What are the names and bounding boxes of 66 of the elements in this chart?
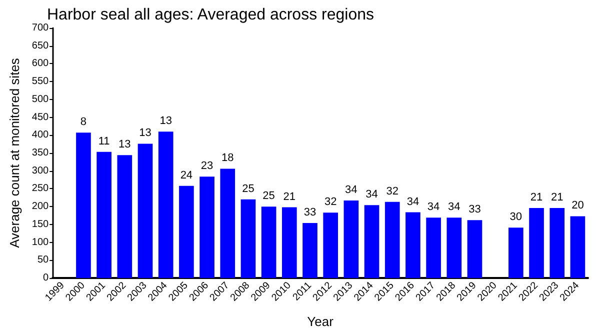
annotation: 13 — [139, 127, 152, 140]
annotation: 34 — [427, 201, 440, 214]
y-tick-label: 600 — [32, 58, 50, 70]
annotation: 33 — [468, 204, 481, 216]
annotation: 18 — [222, 152, 234, 164]
bar — [76, 132, 91, 278]
annotation: 32 — [324, 196, 337, 208]
bar — [96, 152, 112, 278]
annotation: 21 — [283, 190, 296, 203]
y-axis-title: Average count at monitored sites — [7, 58, 22, 248]
bar — [508, 228, 524, 278]
y-tick-label: 300 — [32, 165, 50, 176]
y-tick-label: 100 — [32, 236, 50, 248]
annotation: 34 — [406, 196, 420, 208]
annotation: 13 — [160, 115, 172, 128]
annotation: 23 — [200, 160, 214, 172]
bar — [446, 218, 462, 278]
annotation: 21 — [550, 192, 564, 204]
annotation: 13 — [118, 138, 131, 151]
y-tick-label: 700 — [32, 22, 50, 34]
bar — [426, 218, 441, 278]
bar — [467, 220, 482, 278]
bar — [406, 212, 420, 278]
bar — [529, 208, 544, 278]
bar — [344, 200, 359, 278]
chart-title: Harbor seal all ages: Averaged across regions — [47, 6, 374, 24]
annotation: 30 — [510, 211, 522, 224]
x-axis-title: Year — [307, 314, 334, 329]
annotation: 24 — [180, 169, 193, 182]
bar — [117, 155, 132, 278]
bar — [384, 202, 400, 278]
bar — [200, 176, 214, 278]
annotation: 8 — [80, 116, 87, 128]
bar — [302, 223, 318, 278]
bar — [158, 132, 174, 278]
bar — [282, 207, 297, 278]
y-tick-label: 350 — [32, 148, 50, 158]
bar — [570, 216, 586, 278]
y-tick-label: 400 — [32, 130, 50, 141]
y-tick-label: 150 — [32, 218, 50, 230]
y-tick-label: 50 — [37, 254, 50, 266]
y-tick-label: 0 — [43, 272, 50, 284]
annotation: 20 — [572, 200, 584, 212]
bar — [138, 144, 153, 278]
bar — [220, 168, 236, 278]
annotation: 32 — [386, 185, 398, 198]
y-tick-label: 250 — [32, 183, 50, 194]
y-tick-label: 650 — [32, 40, 50, 52]
annotation: 34 — [448, 201, 460, 214]
annotation: 21 — [530, 192, 543, 204]
annotation: 25 — [262, 190, 275, 202]
y-tick-label: 500 — [32, 94, 50, 105]
annotation: 11 — [98, 135, 110, 148]
bar — [323, 212, 338, 278]
bar — [364, 205, 380, 278]
bar — [179, 186, 194, 278]
y-tick-label: 200 — [32, 201, 50, 212]
bar — [240, 199, 256, 278]
annotation: 25 — [242, 182, 254, 195]
y-tick-label: 550 — [32, 76, 50, 88]
annotation: 33 — [304, 206, 316, 218]
annotation: 34 — [345, 184, 358, 196]
y-tick-label: 450 — [32, 112, 50, 123]
annotation: 34 — [366, 188, 378, 201]
bar — [550, 208, 565, 278]
bar — [261, 206, 276, 278]
